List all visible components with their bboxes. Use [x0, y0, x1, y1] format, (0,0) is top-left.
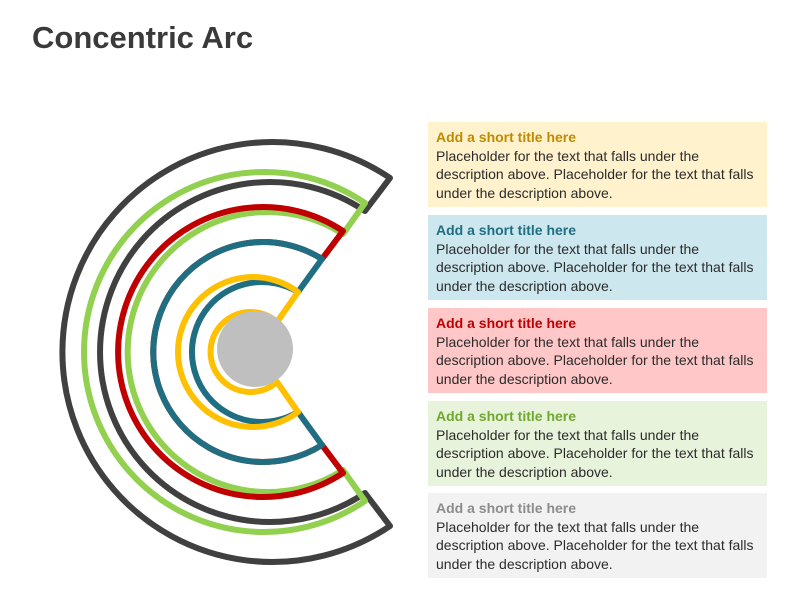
box-title: Add a short title here — [436, 408, 577, 424]
center-circle — [217, 311, 293, 387]
box-title: Add a short title here — [436, 129, 577, 145]
arc-yellow — [175, 274, 301, 430]
box-title: Add a short title here — [436, 500, 577, 516]
box-text: Placeholder for the text that falls unde… — [436, 333, 754, 387]
box-title: Add a short title here — [436, 315, 577, 331]
box-text: Placeholder for the text that falls unde… — [436, 240, 754, 294]
text-box-5: Add a short title here Placeholder for t… — [428, 493, 767, 578]
slide-title: Concentric Arc — [32, 20, 254, 55]
text-box-2: Add a short title here Placeholder for t… — [428, 215, 767, 300]
arc-green — [81, 169, 368, 535]
text-box-4: Add a short title here Placeholder for t… — [428, 401, 767, 486]
arc-outer — [59, 139, 393, 565]
box-text: Placeholder for the text that falls unde… — [436, 426, 754, 480]
text-box-3: Add a short title here Placeholder for t… — [428, 308, 767, 393]
box-title: Add a short title here — [436, 222, 577, 238]
box-text: Placeholder for the text that falls unde… — [436, 518, 754, 572]
text-box-1: Add a short title here Placeholder for t… — [428, 122, 767, 207]
arc-teal — [150, 239, 325, 465]
box-text: Placeholder for the text that falls unde… — [436, 147, 754, 201]
